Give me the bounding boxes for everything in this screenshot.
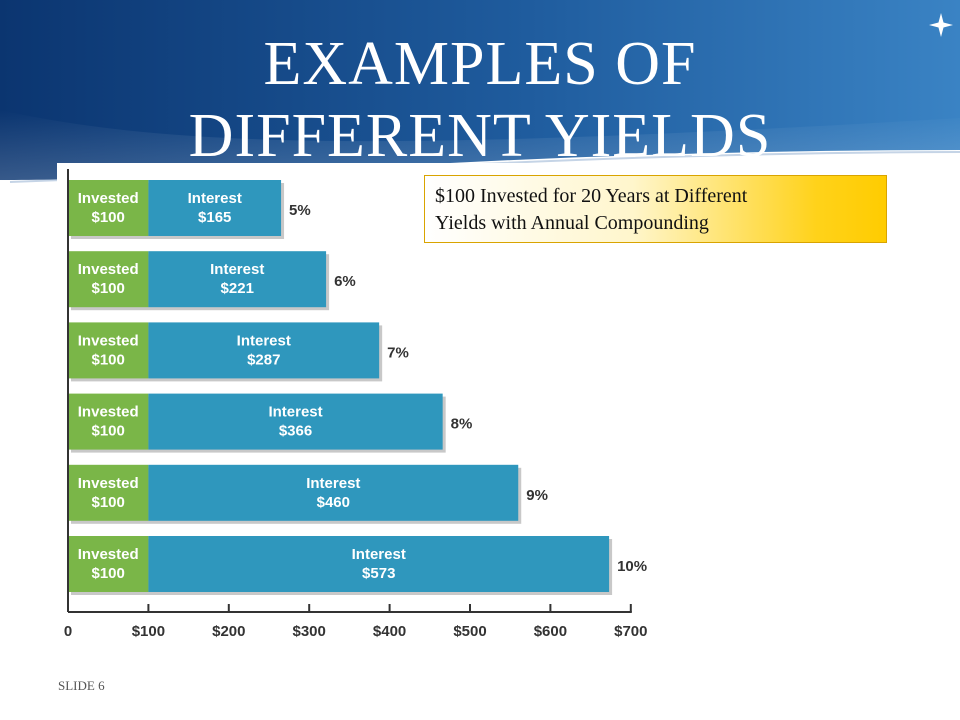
- invested-label: Invested: [78, 332, 139, 349]
- interest-amount-label: $165: [198, 209, 231, 226]
- yield-label: 7%: [387, 344, 409, 361]
- bar-invested: [68, 180, 149, 236]
- interest-amount-label: $221: [221, 280, 254, 297]
- interest-amount-label: $573: [362, 565, 395, 582]
- interest-label: Interest: [237, 332, 291, 349]
- bar-interest: [148, 322, 380, 379]
- invested-label: Invested: [78, 404, 139, 421]
- yield-label: 9%: [526, 487, 548, 504]
- x-tick-label: $300: [293, 623, 326, 640]
- bar-invested: [68, 464, 149, 521]
- invested-amount-label: $100: [92, 565, 125, 582]
- bar-invested: [68, 393, 149, 450]
- interest-amount-label: $366: [279, 423, 312, 440]
- x-tick-label: 0: [64, 623, 72, 640]
- bar-interest: [148, 536, 610, 592]
- x-tick-label: $200: [212, 623, 245, 640]
- bar-invested: [68, 536, 149, 592]
- yield-label: 8%: [451, 416, 473, 433]
- invested-amount-label: $100: [92, 351, 125, 368]
- interest-label: Interest: [268, 404, 322, 421]
- bar-interest: [148, 251, 327, 308]
- invested-label: Invested: [78, 475, 139, 492]
- invested-label: Invested: [78, 261, 139, 278]
- invested-amount-label: $100: [92, 280, 125, 297]
- caption-line-1: $100 Invested for 20 Years at Different: [435, 185, 748, 207]
- x-tick-label: $700: [614, 623, 647, 640]
- yield-label: 5%: [289, 202, 311, 219]
- x-tick-label: $500: [453, 623, 486, 640]
- star-icon: [929, 13, 953, 37]
- title-line-1: EXAMPLES OF: [263, 30, 697, 98]
- stacked-bar-chart: Invested $100 Interest $165 5% Invested $100 In…: [64, 169, 647, 640]
- yield-label: 10%: [617, 558, 647, 575]
- invested-amount-label: $100: [92, 423, 125, 440]
- interest-label: Interest: [188, 190, 242, 207]
- invested-amount-label: $100: [92, 494, 125, 511]
- title-line-2: DIFFERENT YIELDS: [188, 102, 772, 170]
- slide-title: EXAMPLES OF DIFFERENT YIELDS: [0, 28, 960, 172]
- interest-amount-label: $460: [317, 494, 350, 511]
- interest-amount-label: $287: [247, 351, 280, 368]
- interest-label: Interest: [352, 546, 406, 563]
- invested-amount-label: $100: [92, 209, 125, 226]
- invested-label: Invested: [78, 190, 139, 207]
- x-tick-label: $100: [132, 623, 165, 640]
- chart-panel: Invested $100 Interest $165 5% Invested $100 In…: [57, 163, 668, 645]
- slide-number: SLIDE 6: [58, 678, 105, 693]
- bar-interest: [148, 180, 282, 236]
- interest-label: Interest: [306, 475, 360, 492]
- invested-label: Invested: [78, 546, 139, 563]
- yield-label: 6%: [334, 273, 356, 290]
- bar-invested: [68, 251, 149, 308]
- x-tick-label: $600: [534, 623, 567, 640]
- caption-line-2: Yields with Annual Compounding: [435, 212, 709, 234]
- chart-caption-box: $100 Invested for 20 Years at Different …: [424, 175, 887, 243]
- x-tick-label: $400: [373, 623, 406, 640]
- bar-interest: [148, 464, 519, 521]
- interest-label: Interest: [210, 261, 264, 278]
- bar-interest: [148, 393, 443, 450]
- bar-invested: [68, 322, 149, 379]
